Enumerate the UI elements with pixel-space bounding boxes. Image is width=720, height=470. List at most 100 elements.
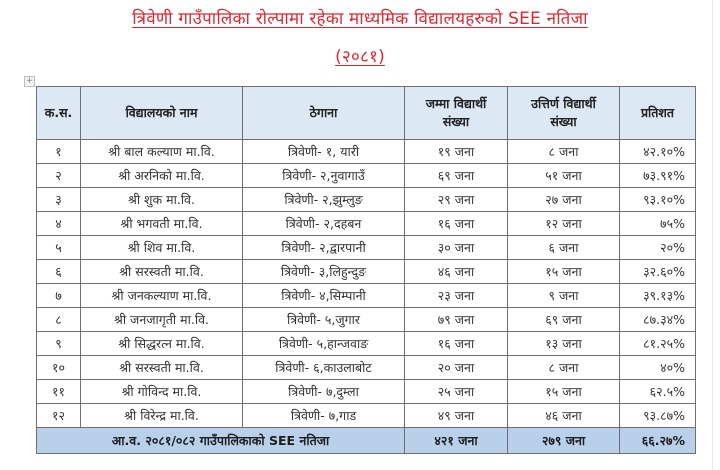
cell-total: २९ जना xyxy=(404,187,508,212)
total-row-total: ४२१ जना xyxy=(404,427,508,454)
cell-address: त्रिवेणी- २,झुम्लुङ xyxy=(242,187,405,212)
table-row: ३ श्री शुक मा.वि. त्रिवेणी- २,झुम्लुङ २९… xyxy=(36,187,696,212)
cell-sn: १० xyxy=(36,355,81,380)
cell-percent: ७५% xyxy=(619,211,696,236)
cell-percent: ७३.९१% xyxy=(619,163,696,188)
table-row: ४ श्री भगवती मा.वि. त्रिवेणी- २,दहबन १६ … xyxy=(36,211,696,236)
cell-passed: ६ जना xyxy=(507,235,620,260)
cell-percent: ९३.८७% xyxy=(619,403,696,428)
header-passed-line2: संख्या xyxy=(550,114,577,129)
header-passed-line1: उत्तिर्ण विद्यार्थी xyxy=(531,96,596,111)
cell-passed: १५ जना xyxy=(507,379,620,404)
table-header-row: क.स. विद्यालयको नाम ठेगाना जम्मा विद्यार… xyxy=(36,86,696,140)
table-row: ७ श्री जनकल्याण मा.वि. त्रिवेणी- ४,सिम्प… xyxy=(36,283,696,308)
cell-percent: ८७.३४% xyxy=(619,307,696,332)
cell-school: श्री गोविन्द मा.वि. xyxy=(80,379,243,404)
cell-sn: ८ xyxy=(36,307,81,332)
page-subtitle-year: (२०८१) xyxy=(335,47,385,67)
cell-sn: ११ xyxy=(36,379,81,404)
cell-school: श्री अरनिको मा.वि. xyxy=(80,163,243,188)
cell-total: ३० जना xyxy=(404,235,508,260)
cell-school: श्री भगवती मा.वि. xyxy=(80,211,243,236)
table-row: ६ श्री सरस्वती मा.वि. त्रिवेणी- ३,लिहुन्… xyxy=(36,259,696,284)
total-row-passed: २७९ जना xyxy=(507,427,620,454)
see-results-table: क.स. विद्यालयको नाम ठेगाना जम्मा विद्यार… xyxy=(36,86,696,454)
cell-school: श्री शिव मा.वि. xyxy=(80,235,243,260)
cell-passed: १५ जना xyxy=(507,259,620,284)
cell-percent: ३९.१३% xyxy=(619,283,696,308)
table-row: ८ श्री जनजागृती मा.वि. त्रिवेणी- ५,जुगार… xyxy=(36,307,696,332)
cell-address: त्रिवेणी- २,नुवागाउँ xyxy=(242,163,405,188)
cell-address: त्रिवेणी- २,दहबन xyxy=(242,211,405,236)
cell-sn: २ xyxy=(36,163,81,188)
cell-sn: ५ xyxy=(36,235,81,260)
cell-sn: ३ xyxy=(36,187,81,212)
cell-total: २५ जना xyxy=(404,379,508,404)
cell-total: ७९ जना xyxy=(404,307,508,332)
cell-passed: ८ जना xyxy=(507,139,620,164)
cell-total: १६ जना xyxy=(404,331,508,356)
header-total-line1: जम्मा विद्यार्थी xyxy=(425,96,487,111)
cell-school: श्री बाल कल्याण मा.वि. xyxy=(80,139,243,164)
header-total-line2: संख्या xyxy=(442,114,470,129)
cell-percent: ३२.६०% xyxy=(619,259,696,284)
cell-school: श्री विरेन्द्र मा.वि. xyxy=(80,403,243,428)
cell-percent: ४०% xyxy=(619,355,696,380)
cell-school: श्री जनकल्याण मा.वि. xyxy=(80,283,243,308)
page-title: त्रिवेणी गाउँपालिका रोल्पामा रहेका माध्य… xyxy=(132,9,588,29)
cell-sn: ७ xyxy=(36,283,81,308)
table-row: ९ श्री सिद्धरत्न मा.वि. त्रिवेणी- ५,हान्… xyxy=(36,331,696,356)
table-row: १२ श्री विरेन्द्र मा.वि. त्रिवेणी- ७,गाड… xyxy=(36,403,696,428)
table-row: २ श्री अरनिको मा.वि. त्रिवेणी- २,नुवागाउ… xyxy=(36,163,696,188)
cell-school: श्री सिद्धरत्न मा.वि. xyxy=(80,331,243,356)
cell-passed: ९ जना xyxy=(507,283,620,308)
cell-address: त्रिवेणी- ७,गाड xyxy=(242,403,405,428)
cell-percent: ६२.५% xyxy=(619,379,696,404)
cell-total: २३ जना xyxy=(404,283,508,308)
table-row: १ श्री बाल कल्याण मा.वि. त्रिवेणी- १, या… xyxy=(36,139,696,164)
cell-passed: २७ जना xyxy=(507,187,620,212)
cell-total: ६९ जना xyxy=(404,163,508,188)
cell-address: त्रिवेणी- ५,हान्जवाङ xyxy=(242,331,405,356)
page-edge-divider xyxy=(712,0,713,470)
cell-address: त्रिवेणी- १, यारी xyxy=(242,139,405,164)
cell-sn: ९ xyxy=(36,331,81,356)
cell-total: १६ जना xyxy=(404,211,508,236)
cell-address: त्रिवेणी- २,द्वारपानी xyxy=(242,235,405,260)
cell-total: १९ जना xyxy=(404,139,508,164)
header-school-name: विद्यालयको नाम xyxy=(80,86,243,140)
cell-passed: ५१ जना xyxy=(507,163,620,188)
header-percent: प्रतिशत xyxy=(619,86,696,140)
cell-address: त्रिवेणी- ४,सिम्पानी xyxy=(242,283,405,308)
table-row: १० श्री सरस्वती मा.वि. त्रिवेणी- ६,काउला… xyxy=(36,355,696,380)
cell-total: ४६ जना xyxy=(404,259,508,284)
cell-passed: १२ जना xyxy=(507,211,620,236)
cell-sn: १ xyxy=(36,139,81,164)
cell-percent: २०% xyxy=(619,235,696,260)
cell-sn: ६ xyxy=(36,259,81,284)
total-row-percent: ६६.२७% xyxy=(619,427,696,454)
total-row-label: आ.व. २०८१/०८२ गाउँपालिकाको SEE नतिजा xyxy=(36,427,405,454)
cell-address: त्रिवेणी- ६,काउलाबोट xyxy=(242,355,405,380)
header-sn: क.स. xyxy=(36,86,81,140)
cell-sn: ४ xyxy=(36,211,81,236)
header-address: ठेगाना xyxy=(242,86,405,140)
cell-address: त्रिवेणी- ५,जुगार xyxy=(242,307,405,332)
cell-percent: ८१.२५% xyxy=(619,331,696,356)
cell-percent: ४२.१०% xyxy=(619,139,696,164)
cell-total: २० जना xyxy=(404,355,508,380)
cell-total: ४९ जना xyxy=(404,403,508,428)
table-row: ५ श्री शिव मा.वि. त्रिवेणी- २,द्वारपानी … xyxy=(36,235,696,260)
cell-address: त्रिवेणी- ३,लिहुन्दुङ xyxy=(242,259,405,284)
cell-passed: ४६ जना xyxy=(507,403,620,428)
cell-school: श्री सरस्वती मा.वि. xyxy=(80,355,243,380)
header-total-students: जम्मा विद्यार्थी संख्या xyxy=(404,86,508,140)
cell-passed: ६९ जना xyxy=(507,307,620,332)
total-row: आ.व. २०८१/०८२ गाउँपालिकाको SEE नतिजा ४२१… xyxy=(36,427,696,454)
cell-address: त्रिवेणी- ७,दुम्ला xyxy=(242,379,405,404)
cell-school: श्री सरस्वती मा.वि. xyxy=(80,259,243,284)
cell-passed: ८ जना xyxy=(507,355,620,380)
table-move-handle-icon[interactable]: + xyxy=(24,76,35,87)
header-passed-students: उत्तिर्ण विद्यार्थी संख्या xyxy=(507,86,620,140)
cell-sn: १२ xyxy=(36,403,81,428)
